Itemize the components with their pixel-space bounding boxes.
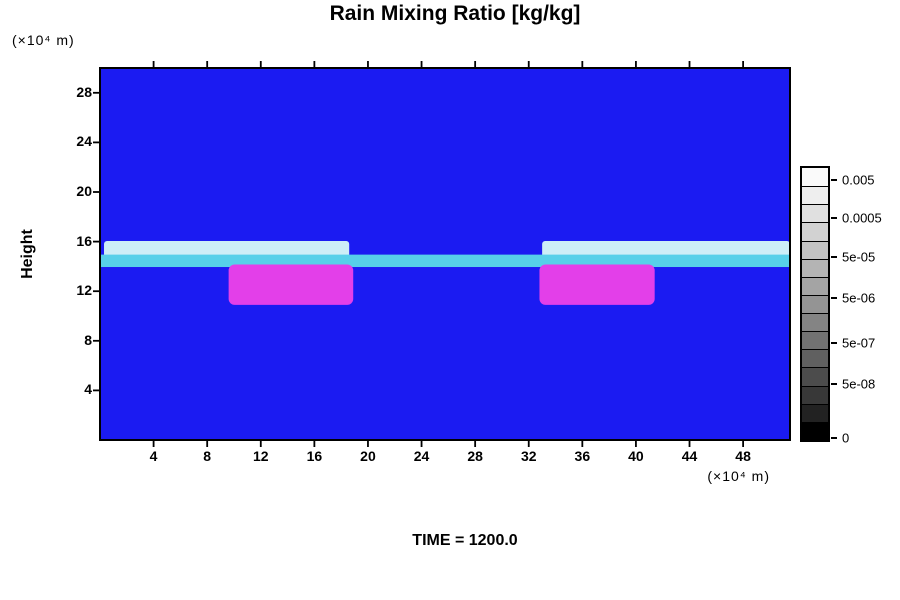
colorbar-segment — [802, 367, 828, 386]
x-tick-label: 36 — [574, 448, 591, 464]
y-tick-label: 8 — [84, 331, 92, 348]
colorbar-segment — [802, 313, 828, 332]
colorbar-label: 5e-08 — [842, 376, 876, 392]
colorbar-tick-mark — [831, 297, 837, 300]
plot-frame — [99, 67, 791, 441]
x-tick-label: 40 — [628, 448, 644, 464]
x-tick-label: 8 — [203, 448, 212, 464]
colorbar-label: 0.0005 — [842, 210, 882, 226]
chart-title: Rain Mixing Ratio [kg/kg] — [329, 2, 581, 25]
colorbar-tick-mark — [831, 217, 837, 220]
x-tick-label: 28 — [467, 448, 483, 464]
colorbar-segment — [802, 240, 828, 259]
colorbar-tick-mark — [831, 383, 837, 386]
left-upper-band — [104, 240, 350, 259]
x-tick-label: 24 — [413, 448, 430, 464]
y-tick-label: 20 — [76, 183, 92, 199]
x-tick-label: 20 — [360, 448, 376, 464]
y-axis-title: Height — [18, 229, 36, 279]
colorbar-tick-mark — [831, 256, 837, 259]
colorbar-label: 5e-06 — [842, 290, 876, 306]
colorbar-segment — [802, 385, 828, 404]
x-tick-label: 32 — [520, 448, 537, 464]
colorbar-label: 5e-07 — [842, 335, 876, 351]
colorbar-segment — [802, 222, 828, 241]
y-tick-label: 16 — [76, 232, 92, 249]
plot-svg — [93, 61, 791, 447]
colorbar-segment — [802, 421, 828, 440]
colorbar-segment — [802, 294, 828, 313]
right-upper-band — [542, 240, 790, 259]
x-tick-label: 16 — [306, 448, 323, 464]
right-rain-core — [539, 264, 655, 305]
colorbar-tick-mark — [831, 341, 837, 344]
y-tick-label: 28 — [76, 83, 92, 100]
x-tick-label: 44 — [681, 448, 698, 464]
y-tick-label: 12 — [76, 282, 92, 299]
time-annotation: TIME = 1200.0 — [412, 532, 518, 549]
colorbar-segment — [802, 349, 828, 368]
y-tick-label: 4 — [84, 381, 92, 398]
y-axis-unit-label: (×10⁴ m) — [12, 32, 75, 48]
colorbar-segment — [802, 276, 828, 295]
colorbar-segment — [802, 331, 828, 350]
y-tick-label: 24 — [76, 133, 92, 150]
colorbar-label: 5e-05 — [842, 249, 876, 265]
colorbar-segment — [802, 403, 828, 422]
colorbar-tick-mark — [831, 178, 837, 181]
colorbar — [800, 166, 830, 442]
full-width-stripe — [100, 254, 790, 268]
plot-area — [93, 61, 791, 447]
colorbar-label: 0.005 — [842, 172, 875, 188]
colorbar-tick-mark — [831, 436, 837, 439]
x-tick-label: 4 — [149, 448, 158, 464]
colorbar-segment — [802, 186, 828, 205]
colorbar-segment — [802, 168, 828, 187]
colorbar-label: 0 — [842, 430, 850, 446]
left-rain-core — [228, 264, 354, 305]
x-tick-label: 12 — [252, 448, 269, 464]
colorbar-segment — [802, 204, 828, 223]
colorbar-segment — [802, 258, 828, 277]
x-axis-unit-label: (×10⁴ m) — [707, 468, 770, 484]
x-tick-label: 48 — [735, 448, 751, 464]
